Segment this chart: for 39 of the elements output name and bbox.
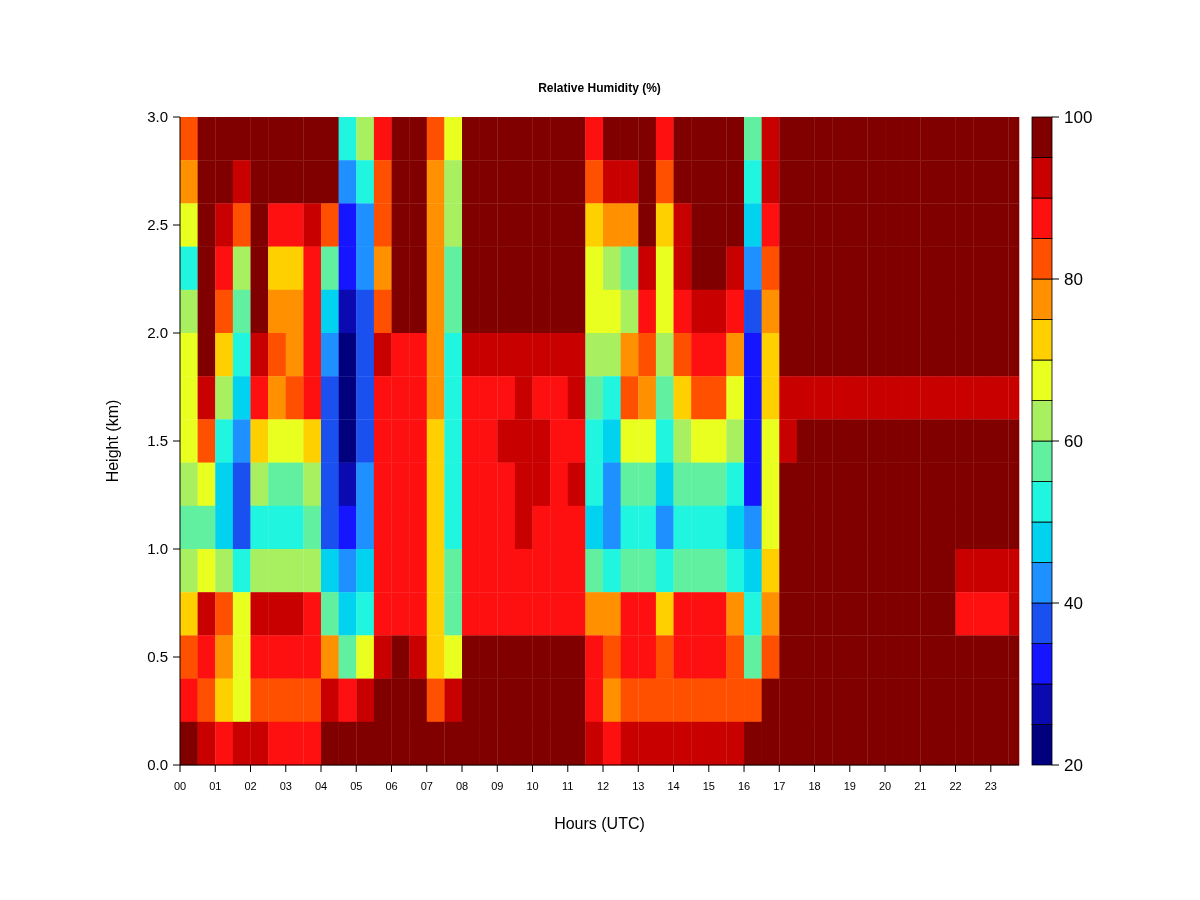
x-tick-label: 02 bbox=[244, 780, 257, 792]
x-tick-label: 12 bbox=[596, 780, 610, 792]
chart-title: Relative Humidity (%) bbox=[538, 81, 661, 95]
color-bar-label: 40 bbox=[1064, 593, 1083, 613]
x-tick-label: 08 bbox=[455, 780, 469, 792]
x-tick-label: 13 bbox=[632, 780, 645, 792]
x-tick-label: 16 bbox=[737, 780, 751, 792]
y-tick-label: 3.0 bbox=[147, 108, 168, 126]
x-tick-label: 09 bbox=[491, 780, 504, 792]
x-tick-label: 01 bbox=[209, 780, 222, 792]
x-axis-title: Hours (UTC) bbox=[554, 815, 645, 832]
y-tick-label: 1.5 bbox=[147, 432, 168, 450]
x-tick-label: 18 bbox=[808, 780, 821, 792]
x-tick-label: 11 bbox=[562, 780, 574, 792]
y-tick-label: 2.0 bbox=[147, 324, 168, 342]
color-bar-label: 100 bbox=[1064, 107, 1093, 127]
x-tick-label: 14 bbox=[667, 780, 680, 792]
y-tick-label: 1.0 bbox=[147, 540, 168, 558]
x-tick-label: 00 bbox=[173, 780, 187, 792]
x-tick-label: 03 bbox=[279, 780, 292, 792]
x-tick-label: 17 bbox=[773, 780, 786, 792]
color-bar-label: 60 bbox=[1064, 431, 1083, 451]
x-tick-label: 15 bbox=[702, 780, 715, 792]
x-tick-label: 04 bbox=[314, 780, 328, 792]
color-bar-label: 80 bbox=[1064, 269, 1083, 289]
x-tick-label: 23 bbox=[984, 780, 997, 792]
x-tick-label: 07 bbox=[420, 780, 433, 792]
x-tick-label: 22 bbox=[949, 780, 962, 792]
color-bar-label: 20 bbox=[1064, 755, 1083, 775]
x-tick-label: 21 bbox=[914, 780, 927, 792]
y-tick-label: 0.5 bbox=[147, 648, 168, 666]
x-tick-label: 05 bbox=[350, 780, 363, 792]
y-tick-label: 2.5 bbox=[147, 216, 168, 234]
x-tick-label: 06 bbox=[385, 780, 398, 792]
x-tick-label: 20 bbox=[878, 780, 892, 792]
x-tick-label: 19 bbox=[843, 780, 856, 792]
x-tick-label: 10 bbox=[526, 780, 539, 792]
y-axis-title: Height (km) bbox=[104, 399, 121, 483]
y-tick-label: 0.0 bbox=[147, 756, 168, 774]
